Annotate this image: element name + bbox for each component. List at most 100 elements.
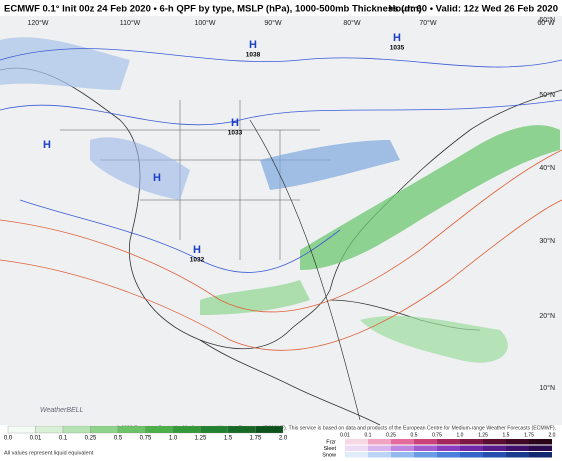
- precip-type-colorbar-segment: [437, 445, 460, 451]
- rain-colorbar-segment: [172, 425, 201, 434]
- rain-colorbar-label: 0.25: [85, 436, 97, 442]
- isobar: [0, 99, 562, 126]
- high-pressure-value: 1035: [390, 45, 405, 52]
- precip-type-label-tick: 1.25: [478, 432, 488, 438]
- rain-colorbar-segment: [7, 425, 36, 434]
- rain-colorbar-label: 0.1: [59, 436, 68, 442]
- precip-type-label-tick: 0.75: [432, 432, 442, 438]
- rain-colorbar-label: 1.75: [250, 436, 262, 442]
- precip-type-colorbar-segment: [368, 439, 391, 445]
- precip-type-label-tick: 0.01: [340, 432, 350, 438]
- rain-colorbar-segment: [255, 425, 284, 434]
- high-pressure-label: H: [393, 32, 401, 44]
- latitude-label: 10°N: [539, 384, 555, 392]
- precip-type-colorbar-segment: [368, 445, 391, 451]
- precip-type-colorbar-segment: [437, 439, 460, 445]
- precip-type-colorbar-segment: [437, 452, 460, 458]
- coastline: [0, 67, 562, 350]
- longitude-label: 90°W: [264, 19, 282, 27]
- header-valid: Hour: 60 • Valid: 12z Wed 26 Feb 2020: [389, 4, 558, 15]
- precip-type-colorbar-segment: [345, 445, 368, 451]
- snow-area: [0, 37, 130, 90]
- precip-type-colorbar-segment: [529, 452, 552, 458]
- logo: WeatherBELL: [40, 407, 84, 414]
- longitude-label: 80°W: [343, 19, 361, 27]
- precip-type-colorbar-segment: [506, 445, 529, 451]
- header-title: ECMWF 0.1° Init 00z 24 Feb 2020 • 6-h QP…: [4, 4, 422, 15]
- precip-type-label-tick: 2.0: [549, 432, 556, 438]
- rain-area: [360, 315, 508, 363]
- high-pressure-value: 1033: [228, 130, 243, 137]
- rain-colorbar-segment: [90, 425, 119, 434]
- latitude-label: 30°N: [539, 237, 555, 245]
- longitude-label: 110°W: [120, 19, 141, 27]
- precip-type-colorbar-segment: [414, 439, 437, 445]
- precip-type-label-tick: 1.5: [503, 432, 510, 438]
- high-pressure-label: H: [43, 139, 51, 151]
- precip-type-colorbar-segment: [506, 452, 529, 458]
- high-pressure-label: H: [249, 39, 257, 51]
- longitude-label: 60°W: [537, 19, 555, 27]
- precip-type-colorbar-segment: [483, 439, 506, 445]
- precip-type-colorbar-segment: [529, 439, 552, 445]
- precip-type-colorbar-segment: [460, 445, 483, 451]
- coastline: [199, 339, 381, 426]
- rain-colorbar-label: 2.0: [279, 436, 288, 442]
- rain-colorbar-label: 0.75: [140, 436, 152, 442]
- rain-colorbar-segment: [200, 425, 229, 434]
- isobar: [249, 119, 361, 421]
- precipitation: [0, 37, 560, 363]
- rain-colorbar-label: 1.5: [224, 436, 233, 442]
- rain-colorbar-segment: [62, 425, 91, 434]
- high-pressure-value: 1032: [190, 257, 205, 264]
- rain-colorbar-label: 0.5: [114, 436, 123, 442]
- legend-note: All values represent liquid equivalent: [4, 450, 94, 456]
- high-pressure-label: H: [153, 172, 161, 184]
- precip-type-colorbar-segment: [414, 452, 437, 458]
- rain-colorbar-label: 1.0: [169, 436, 178, 442]
- thickness-line: [0, 199, 562, 351]
- precip-type-label-tick: 0.25: [386, 432, 396, 438]
- precip-type-label: Sleet: [323, 446, 336, 452]
- precip-type-colorbar-segment: [483, 445, 506, 451]
- precip-type-colorbar-segment: [391, 445, 414, 451]
- precip-type-colorbar-segment: [368, 452, 391, 458]
- high-pressure-value: 1038: [246, 52, 261, 59]
- rain-colorbar-label: 0.0: [4, 436, 13, 442]
- rain-colorbar-label: 1.25: [195, 436, 207, 442]
- rain-colorbar-segment: [227, 425, 256, 434]
- isobar: [19, 199, 341, 273]
- rain-colorbar-segment: [117, 425, 146, 434]
- snow-area: [260, 140, 400, 190]
- isobar: [0, 48, 562, 68]
- rain-colorbar-segment: [35, 425, 64, 434]
- precip-type-colorbar-segment: [345, 439, 368, 445]
- longitude-label: 70°W: [419, 19, 437, 27]
- precip-type-label: Frzr: [326, 439, 336, 445]
- rain-area: [200, 280, 310, 315]
- precip-type-label-tick: 1.0: [457, 432, 464, 438]
- precip-type-colorbar-segment: [414, 445, 437, 451]
- latitude-label: 40°N: [539, 164, 555, 172]
- precip-type-colorbar-segment: [345, 452, 368, 458]
- precip-type-colorbar-segment: [506, 439, 529, 445]
- precip-type-colorbar-segment: [529, 445, 552, 451]
- precip-type-colorbar-segment: [460, 452, 483, 458]
- header-bar: [0, 0, 562, 16]
- high-pressure-label: H: [193, 244, 201, 256]
- latitude-label: 20°N: [539, 312, 555, 320]
- credit: © 2020 European Centre for Medium-range …: [116, 424, 556, 431]
- rain-colorbar-segment: [145, 425, 174, 434]
- latitude-label: 50°N: [539, 91, 555, 99]
- rain-colorbar-label: 0.01: [30, 436, 42, 442]
- rain-area: [300, 125, 560, 271]
- precip-type-label-tick: 0.1: [365, 432, 372, 438]
- precip-type-label: Snow: [322, 452, 336, 458]
- contours: [0, 48, 562, 421]
- precip-type-label-tick: 1.75: [524, 432, 534, 438]
- thickness-line: [0, 149, 562, 313]
- precip-type-colorbar-segment: [483, 452, 506, 458]
- snow-area: [90, 137, 190, 200]
- longitude-label: 120°W: [27, 19, 48, 27]
